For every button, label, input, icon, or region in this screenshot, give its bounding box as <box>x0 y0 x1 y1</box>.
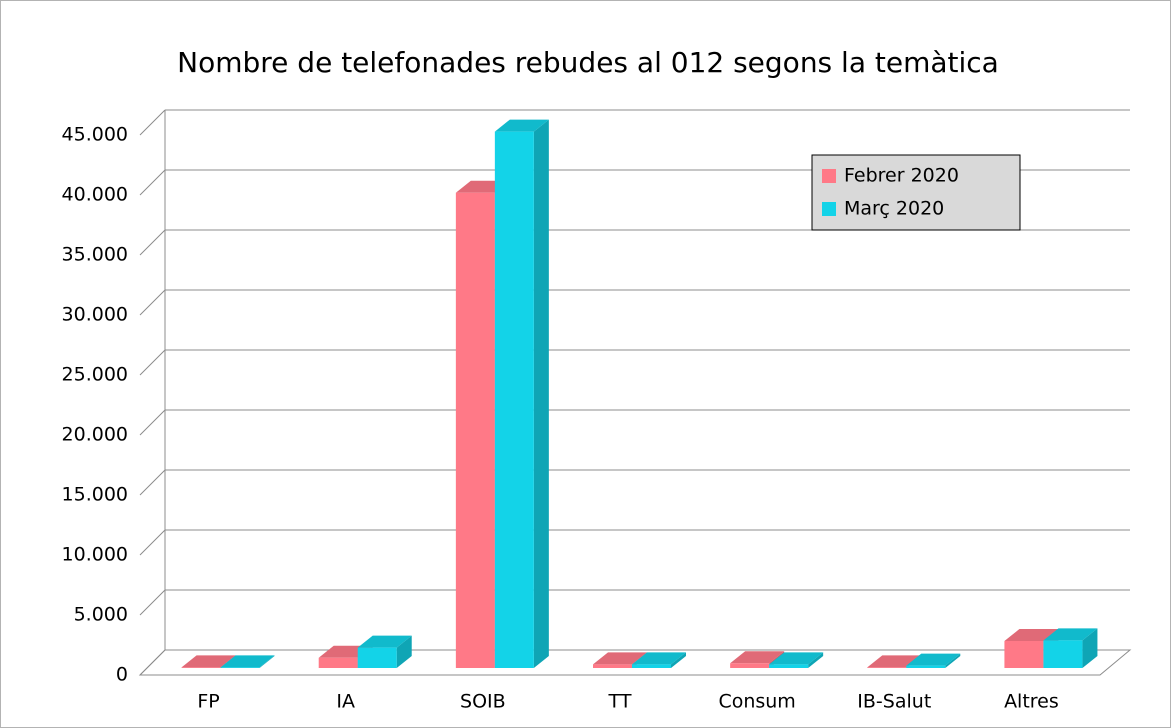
bar-front <box>769 664 809 668</box>
bar <box>1043 628 1098 668</box>
x-tick-label: Consum <box>718 691 795 713</box>
grid-line <box>139 169 166 196</box>
bar-top <box>730 651 785 664</box>
bar-front <box>1004 641 1044 668</box>
y-tick-label: 35.000 <box>62 244 128 266</box>
chart-title: Nombre de telefonades rebudes al 012 seg… <box>177 46 999 79</box>
y-tick-label: 5.000 <box>74 604 128 626</box>
bar <box>494 119 549 669</box>
legend-swatch <box>822 202 836 216</box>
legend-label: Febrer 2020 <box>844 165 959 187</box>
bar-side <box>259 655 275 668</box>
bar <box>220 655 275 668</box>
bar <box>769 652 824 668</box>
x-tick-label: IB-Salut <box>857 691 931 713</box>
bar-top <box>1043 628 1098 641</box>
bar <box>357 635 412 668</box>
bar-side <box>533 119 549 669</box>
x-tick-label: TT <box>608 691 632 713</box>
bar-side <box>808 652 824 668</box>
bar-top <box>1004 629 1059 641</box>
y-tick-label: 40.000 <box>62 184 128 206</box>
bar-front <box>357 647 397 668</box>
bar-top <box>593 652 647 665</box>
x-tick-label: FP <box>197 691 219 713</box>
bar-front <box>220 667 260 668</box>
bar-top <box>220 655 275 668</box>
grid-line <box>139 289 166 316</box>
bar-side <box>671 652 686 668</box>
bar-side <box>396 635 412 668</box>
grid-line <box>139 229 166 256</box>
floor <box>138 649 1132 676</box>
grid-line <box>139 589 166 616</box>
bar-front <box>455 192 495 669</box>
bar-front <box>181 667 221 668</box>
legend-box <box>811 154 1021 231</box>
bar <box>632 652 686 668</box>
bar-front <box>906 665 946 668</box>
legend-swatch <box>822 169 836 183</box>
x-tick-label: Altres <box>1004 691 1059 713</box>
bar-front <box>1043 640 1083 668</box>
bar-top <box>181 655 236 668</box>
grid-line <box>139 529 166 556</box>
grid-line <box>139 469 166 496</box>
y-tick-label: 25.000 <box>62 364 128 386</box>
grid-line <box>139 409 166 436</box>
bar-front <box>494 131 534 669</box>
bar-top <box>632 652 686 665</box>
bar <box>906 653 961 668</box>
bar-front <box>730 663 770 668</box>
y-tick-label: 10.000 <box>62 544 128 566</box>
bar-top <box>494 119 549 132</box>
bar-front <box>632 664 671 668</box>
bar-top <box>906 653 961 666</box>
bar-side <box>945 653 961 668</box>
legend-label: Març 2020 <box>844 198 944 220</box>
bar-top <box>357 635 412 648</box>
y-tick-label: 30.000 <box>62 304 128 326</box>
bar-front <box>318 657 358 668</box>
y-tick-label: 15.000 <box>62 484 128 506</box>
grid-line <box>139 109 166 136</box>
x-tick-label: IA <box>336 691 355 713</box>
grid-line <box>139 349 166 376</box>
y-tick-label: 20.000 <box>62 424 128 446</box>
x-tick-label: SOIB <box>460 691 506 713</box>
bar-top <box>769 652 824 665</box>
y-tick-label: 45.000 <box>62 124 128 146</box>
y-tick-label: 0 <box>116 664 128 686</box>
bar-side <box>1082 628 1098 668</box>
bar-front <box>867 667 907 668</box>
bar-front <box>593 664 632 668</box>
